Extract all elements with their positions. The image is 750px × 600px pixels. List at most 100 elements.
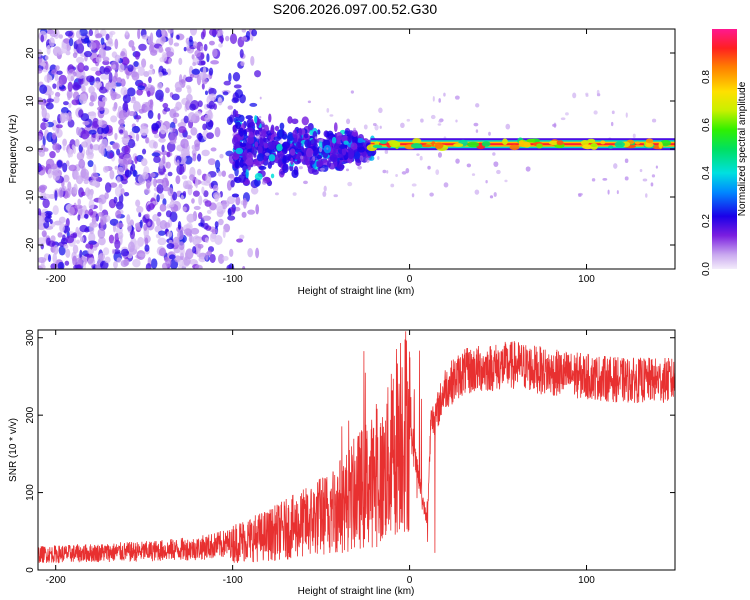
spectrogram-blob — [110, 115, 118, 123]
spectrogram-blob — [602, 177, 608, 181]
spectrogram-blob — [389, 140, 401, 148]
spectrogram-blob — [39, 84, 48, 94]
spectrogram-blob — [239, 49, 244, 59]
spectrogram-blob — [116, 77, 122, 84]
spectrogram-blob — [46, 44, 51, 55]
spectrogram-blob — [264, 152, 270, 156]
spectrogram-blob — [190, 127, 198, 136]
spectrogram-blob — [147, 221, 151, 226]
spectrogram-blob — [182, 180, 189, 189]
spectrogram-blob — [210, 60, 219, 65]
spectrogram-blob — [214, 235, 223, 246]
spectrogram-blob — [50, 163, 58, 170]
spectrogram-blob — [292, 129, 298, 139]
spectrogram-blob — [127, 138, 136, 149]
spectrogram-blob — [38, 215, 44, 221]
spectrogram-blob — [454, 95, 460, 100]
spectrogram-blob — [55, 65, 60, 71]
spectrogram-blob — [186, 39, 190, 49]
spectrogram-blob — [345, 168, 350, 172]
spectrogram-blob — [172, 112, 180, 118]
spectrogram-blob — [174, 81, 183, 91]
spectrogram-blob — [77, 62, 85, 73]
spectrogram-blob — [185, 76, 193, 83]
spectrogram-blob — [55, 124, 63, 129]
spectrogram-blob — [74, 138, 80, 147]
snr-series-line — [38, 331, 675, 564]
spectrogram-blob — [219, 153, 224, 159]
spectrogram-blob — [259, 96, 262, 100]
spectrogram-blob — [51, 119, 58, 131]
spectrogram-blob — [104, 256, 111, 264]
spectrogram-blob — [38, 184, 48, 191]
spectrogram-blob — [565, 112, 569, 116]
spectrogram-blob — [72, 52, 78, 59]
spectrogram-blob — [67, 92, 71, 101]
spectrogram-blob — [504, 179, 508, 183]
spectrogram-blob — [411, 183, 417, 187]
spectrogram-blob — [65, 248, 71, 258]
spectrogram-blob — [78, 93, 88, 105]
spectrogram-blob — [173, 42, 180, 47]
spectrogram-blob — [99, 86, 108, 94]
spectrogram-blob — [68, 103, 72, 108]
spectrogram-blob — [274, 192, 279, 196]
spectrogram-blob — [245, 158, 253, 166]
spectrogram-blob — [208, 40, 215, 46]
spectrogram-blob — [79, 236, 85, 243]
spectrogram-blob — [169, 200, 175, 208]
spectrogram-blob — [78, 109, 84, 118]
colorbar-ticks: 0.0 0.2 0.4 0.6 0.8 — [701, 70, 712, 276]
spectrogram-blob — [593, 110, 598, 115]
spectrogram-blob — [147, 110, 154, 119]
spectrogram-blob — [68, 38, 74, 47]
spectrogram-blob — [71, 188, 76, 194]
spectrogram-blob — [63, 101, 69, 106]
spectrogram-blob — [489, 195, 494, 199]
spectrogram-blob — [163, 168, 167, 173]
spectrogram-blob — [496, 169, 501, 175]
spectrogram-blob — [38, 135, 42, 142]
spectrogram-blob — [650, 182, 654, 187]
spectrogram-blob — [72, 232, 78, 239]
spectrogram-blob — [52, 205, 59, 216]
spectrogram-blob — [63, 38, 71, 44]
spectrogram-blob — [580, 140, 589, 146]
spectrogram-blob — [178, 57, 183, 66]
spectrogram-blob — [651, 118, 657, 123]
spectrogram-blob — [138, 253, 146, 258]
spectrogram-blob — [162, 102, 169, 109]
spectrogram-blob — [279, 138, 283, 145]
spectrogram-blob — [161, 29, 166, 36]
spectrogram-blob — [80, 191, 86, 197]
spectrogram-blob — [165, 87, 170, 94]
spectrogram-blob — [184, 141, 188, 150]
spectrogram-blob — [80, 129, 90, 140]
spectrogram-blob — [87, 160, 94, 168]
spectrogram-blob — [291, 169, 299, 179]
spectrogram-blob — [509, 144, 520, 151]
spectrogram-blob — [83, 65, 89, 72]
spectrogram-blob — [191, 198, 195, 204]
spectrogram-blob — [152, 213, 159, 222]
spectrogram-blob — [221, 170, 227, 177]
spectrogram-blob — [102, 60, 110, 66]
spectrogram-blob — [131, 71, 140, 81]
spectrogram-blob — [194, 264, 203, 269]
spectrogram-blob — [121, 138, 129, 144]
spectrogram-blob — [77, 231, 82, 238]
spectrogram-blob — [169, 254, 176, 260]
spectrogram-blob — [218, 36, 224, 43]
spectrogram-blob — [72, 84, 82, 90]
spectrogram-blob — [57, 50, 64, 55]
spectrogram-blob — [89, 41, 97, 50]
spectrogram-blob — [98, 236, 106, 246]
spectrogram-blob — [591, 178, 596, 182]
spectrogram-blob — [273, 140, 279, 146]
spectrogram-blob — [128, 39, 135, 48]
spectrogram-blob — [474, 189, 480, 195]
spectrogram-blob — [88, 29, 94, 37]
spectrogram-blob — [295, 141, 301, 151]
spectrogram-blob — [175, 101, 182, 111]
